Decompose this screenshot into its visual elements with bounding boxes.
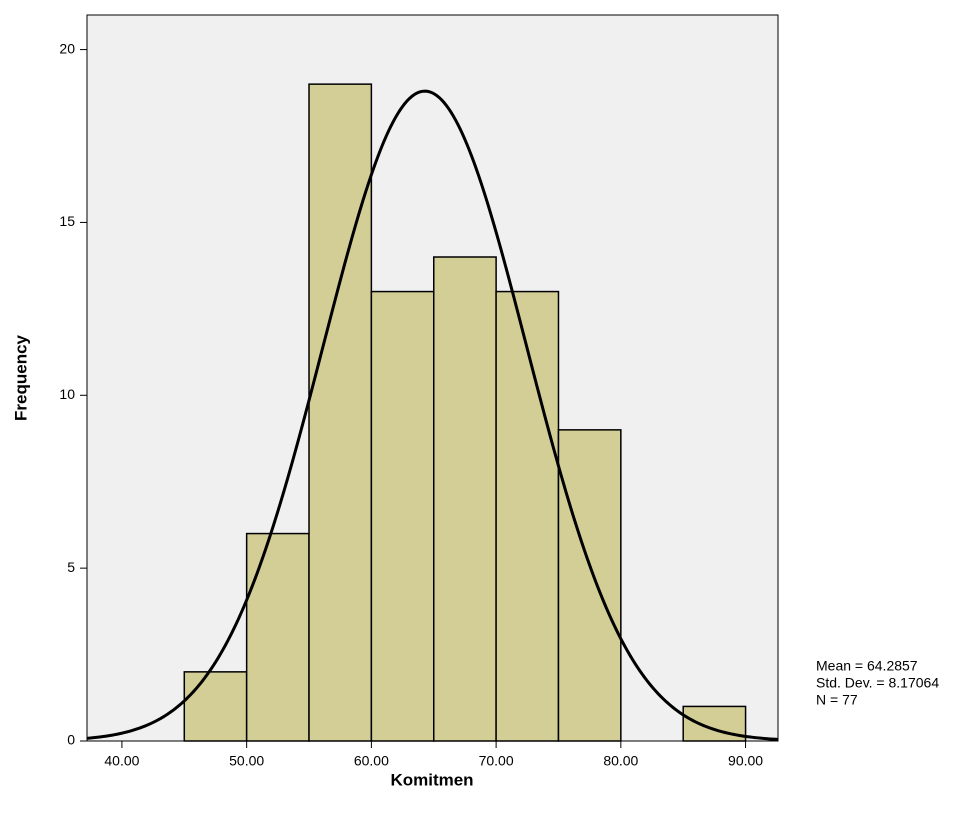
bar <box>557 429 622 742</box>
x-tick-label: 70.00 <box>479 753 514 769</box>
x-tick-label: 90.00 <box>728 753 763 769</box>
y-tick-label: 10 <box>59 386 75 402</box>
bar <box>370 290 435 742</box>
y-tick-label: 15 <box>59 213 75 229</box>
y-axis-title: Frequency <box>11 334 30 421</box>
stats-annotation: Std. Dev. = 8.17064 <box>816 675 939 691</box>
bar <box>308 83 373 742</box>
x-tick-label: 60.00 <box>354 753 389 769</box>
y-tick-label: 20 <box>59 40 75 56</box>
y-tick-label: 5 <box>67 559 75 575</box>
stats-annotation: N = 77 <box>816 692 858 708</box>
y-tick-label: 0 <box>67 732 75 748</box>
bar <box>432 256 497 742</box>
bar <box>245 532 310 742</box>
x-axis-title: Komitmen <box>390 770 473 789</box>
x-tick-label: 40.00 <box>104 753 139 769</box>
x-tick-label: 80.00 <box>603 753 638 769</box>
normal-curve <box>86 89 779 741</box>
stats-annotation: Mean = 64.2857 <box>816 658 918 674</box>
bar <box>183 671 248 742</box>
x-tick-label: 50.00 <box>229 753 264 769</box>
bar <box>495 290 560 742</box>
